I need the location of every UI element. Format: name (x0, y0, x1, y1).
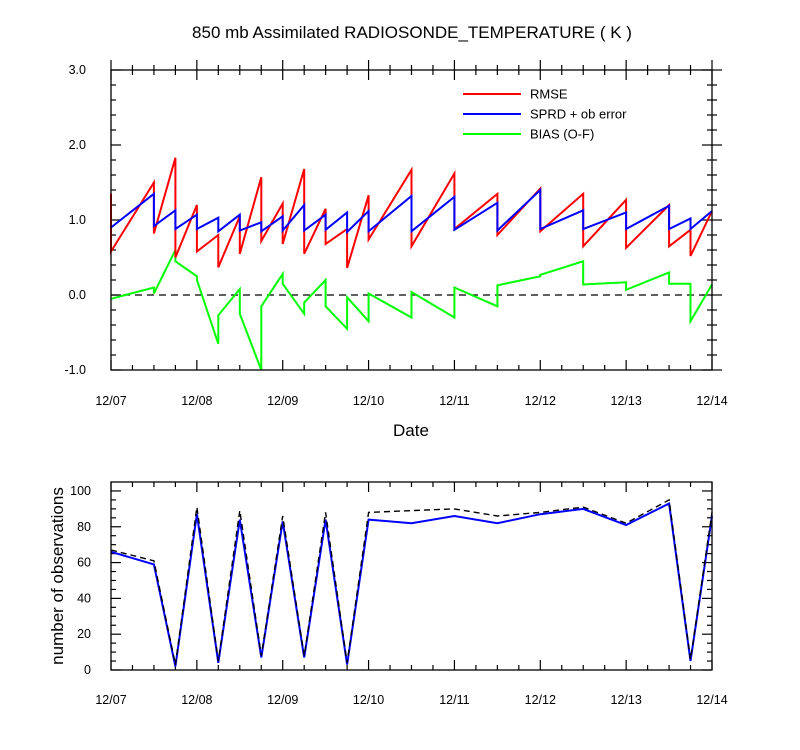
y-tick-label: 40 (77, 591, 91, 605)
y-tick-label: 20 (77, 627, 91, 641)
rmse-bias-chart: 850 mb Assimilated RADIOSONDE_TEMPERATUR… (64, 23, 727, 440)
observation-count-chart: 12/07 12/08 12/09 12/10 12/11 12/12 12/13 12/14… (48, 481, 728, 707)
y-tick-label: 60 (77, 556, 91, 570)
chart-title: 850 mb Assimilated RADIOSONDE_TEMPERATUR… (192, 23, 632, 42)
top-axis-ticks (110, 60, 722, 371)
bottom-series-lines (110, 498, 713, 667)
x-axis-title: Date (393, 421, 429, 440)
x-tick-label: 12/08 (181, 693, 212, 707)
bottom-axis-labels: 12/07 12/08 12/09 12/10 12/11 12/12 12/13 12/14… (70, 484, 728, 707)
x-tick-label: 12/11 (439, 394, 469, 408)
bottom-axis-ticks (110, 482, 713, 671)
legend-label-sprd-ob-error: SPRD + ob error (530, 107, 627, 122)
series-line-sprd-ob-error (110, 187, 713, 235)
x-tick-label: 12/12 (525, 394, 556, 408)
y-tick-label: 80 (77, 520, 91, 534)
y-tick-label: 0 (84, 663, 91, 677)
x-tick-label: 12/08 (181, 394, 212, 408)
top-series-lines (110, 157, 713, 371)
legend: RMSE SPRD + ob error BIAS (O-F) (463, 87, 627, 142)
x-tick-label: 12/14 (696, 394, 727, 408)
x-tick-label: 12/10 (353, 693, 384, 707)
x-tick-label: 12/07 (95, 394, 126, 408)
x-tick-label: 12/09 (267, 394, 298, 408)
y-tick-label: 100 (70, 484, 91, 498)
x-tick-label: 12/14 (696, 693, 727, 707)
top-axis-labels: 12/07 12/08 12/09 12/10 12/11 12/12 12/13 12/14… (64, 63, 727, 408)
y-tick-label: 2.0 (69, 138, 86, 152)
bottom-plot-frame (110, 481, 713, 671)
x-tick-label: 12/13 (611, 693, 642, 707)
y-axis-title: number of observations (48, 487, 67, 665)
series-line-bias-o-f (110, 249, 713, 371)
x-tick-label: 12/10 (353, 394, 384, 408)
top-plot-frame (110, 69, 713, 371)
y-tick-label: 0.0 (69, 288, 86, 302)
legend-label-bias-o-f: BIAS (O-F) (530, 127, 594, 142)
y-tick-label: 1.0 (69, 213, 86, 227)
x-tick-label: 12/07 (95, 693, 126, 707)
series-line-possible-observations (110, 498, 713, 665)
x-tick-label: 12/11 (439, 693, 469, 707)
y-tick-label: -1.0 (64, 363, 86, 377)
legend-label-rmse: RMSE (530, 87, 568, 102)
x-tick-label: 12/13 (611, 394, 642, 408)
y-tick-label: 3.0 (69, 63, 86, 77)
series-line-assimilated-observations (110, 501, 713, 667)
x-tick-label: 12/09 (267, 693, 298, 707)
x-tick-label: 12/12 (525, 693, 556, 707)
